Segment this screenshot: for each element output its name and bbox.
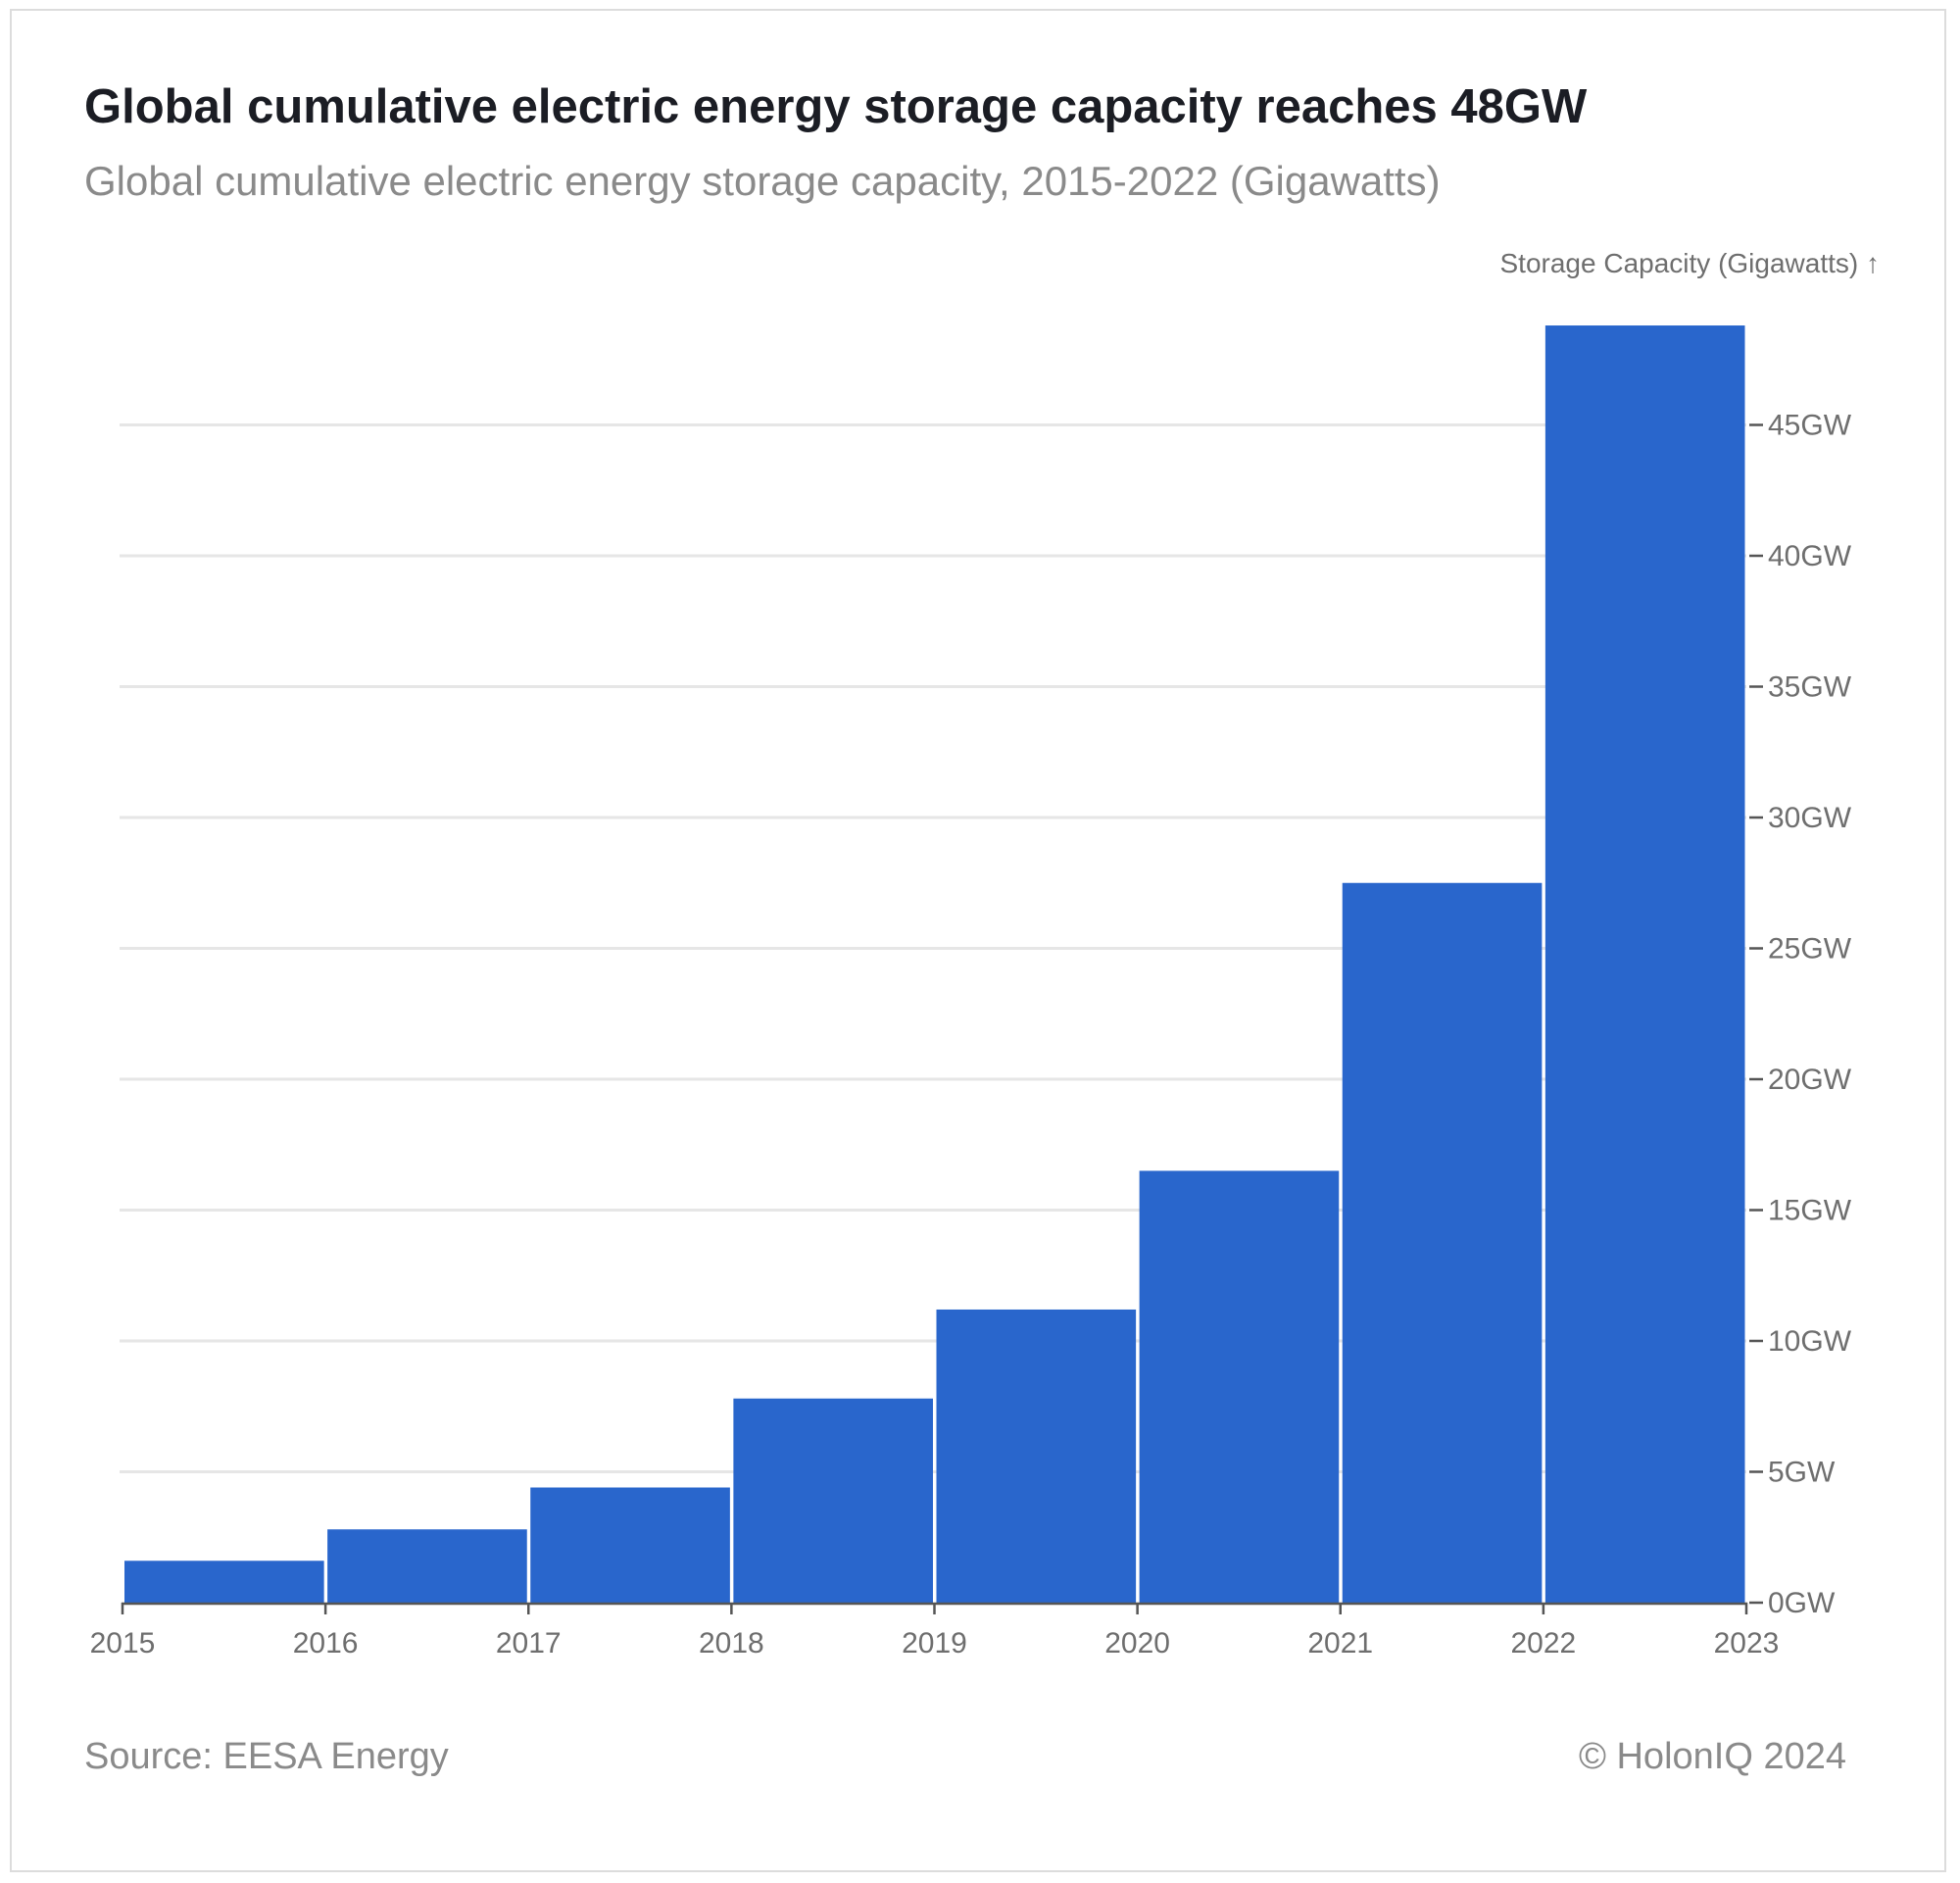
x-tick-label: 2021: [1307, 1627, 1373, 1660]
x-tick-label: 2023: [1714, 1627, 1780, 1660]
y-tick-label: 10GW: [1768, 1325, 1852, 1358]
y-tick-label: 15GW: [1768, 1195, 1852, 1227]
bar: [936, 1309, 1137, 1603]
bar: [733, 1398, 933, 1603]
y-tick-label: 35GW: [1768, 671, 1852, 704]
bar: [1139, 1170, 1340, 1603]
x-tick-label: 2016: [293, 1627, 359, 1660]
bars: [124, 325, 1745, 1603]
bar: [1544, 325, 1745, 1603]
x-tick-label: 2019: [902, 1627, 967, 1660]
bar: [124, 1561, 324, 1603]
copyright-note: © HolonIQ 2024: [1578, 1736, 1846, 1777]
x-tick-label: 2022: [1511, 1627, 1577, 1660]
bar: [327, 1529, 527, 1603]
y-tick-label: 5GW: [1768, 1457, 1836, 1489]
y-axis-label: Storage Capacity (Gigawatts) ↑: [1500, 248, 1881, 278]
bar: [530, 1487, 730, 1603]
y-tick-label: 20GW: [1768, 1064, 1852, 1096]
y-tick-label: 45GW: [1768, 410, 1852, 442]
y-tick-label: 40GW: [1768, 540, 1852, 572]
x-tick-label: 2015: [90, 1627, 156, 1660]
chart-subtitle: Global cumulative electric energy storag…: [84, 158, 1441, 204]
source-note: Source: EESA Energy: [84, 1736, 449, 1777]
y-tick-label: 25GW: [1768, 933, 1852, 966]
y-tick-label: 30GW: [1768, 802, 1852, 834]
x-tick-label: 2020: [1104, 1627, 1170, 1660]
y-tick-label: 0GW: [1768, 1587, 1836, 1619]
chart-title: Global cumulative electric energy storag…: [84, 80, 1588, 133]
x-tick-label: 2018: [699, 1627, 764, 1660]
x-tick-label: 2017: [496, 1627, 562, 1660]
bar: [1342, 882, 1543, 1603]
axes: 0GW 5GW 10GW 15GW 20GW 25GW 30GW 35GW 40GW 45GW 20…: [90, 410, 1852, 1660]
